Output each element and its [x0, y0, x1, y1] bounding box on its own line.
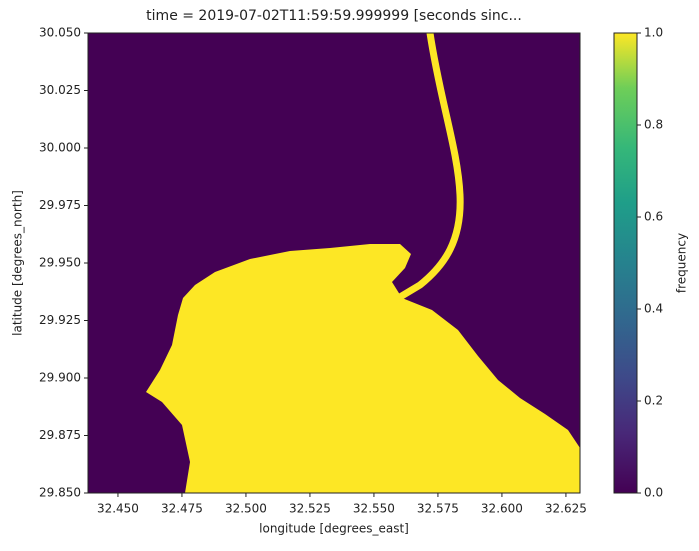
x-tick-label: 32.450 [97, 502, 139, 516]
y-tick-label: 30.050 [39, 26, 81, 40]
y-tick-label: 30.025 [39, 83, 81, 97]
plot-area [87, 32, 581, 494]
y-tick-label: 29.875 [39, 428, 81, 442]
y-tick-label: 30.000 [39, 141, 81, 155]
x-tick-label: 32.500 [225, 502, 267, 516]
y-tick-label: 29.975 [39, 198, 81, 212]
y-tick-label: 29.925 [39, 313, 81, 327]
colorbar-tick-label: 0.2 [644, 394, 663, 408]
y-tick-label: 29.900 [39, 371, 81, 385]
colorbar-label: frequency [675, 233, 689, 293]
colorbar-tick-label: 0.0 [644, 486, 663, 500]
y-axis-label: latitude [degrees_north] [11, 190, 25, 336]
x-axis-label: longitude [degrees_east] [259, 522, 409, 536]
x-tick-label: 32.625 [545, 502, 587, 516]
colorbar-tick-label: 1.0 [644, 26, 663, 40]
x-tick-label: 32.550 [353, 502, 395, 516]
x-tick-label: 32.475 [161, 502, 203, 516]
x-tick-label: 32.600 [481, 502, 523, 516]
y-tick-label: 29.950 [39, 256, 81, 270]
water-region [146, 244, 580, 493]
chart-title: time = 2019-07-02T11:59:59.999999 [secon… [146, 8, 522, 24]
y-tick-label: 29.850 [39, 486, 81, 500]
colorbar-tick-label: 0.6 [644, 210, 663, 224]
colorbar-tick-label: 0.8 [644, 118, 663, 132]
colorbar [613, 32, 638, 494]
x-tick-label: 32.525 [289, 502, 331, 516]
channel [393, 32, 464, 304]
colorbar-tick-label: 0.4 [644, 302, 663, 316]
x-tick-label: 32.575 [417, 502, 459, 516]
